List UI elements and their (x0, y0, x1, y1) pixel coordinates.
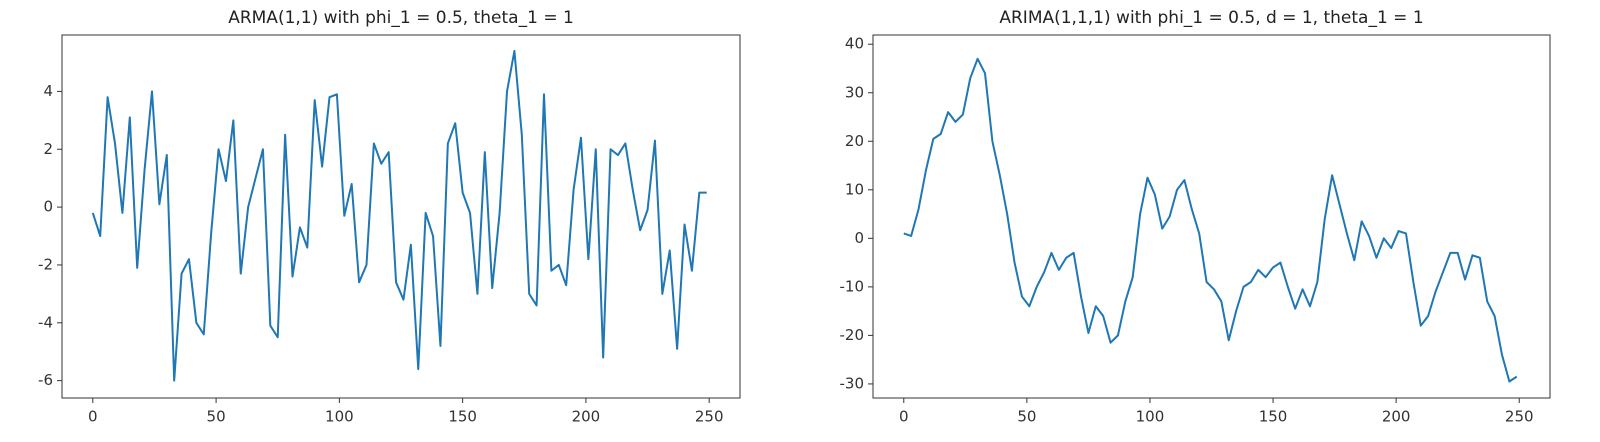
chart-title: ARMA(1,1) with phi_1 = 0.5, theta_1 = 1 (228, 8, 574, 28)
series-line (91, 49, 707, 382)
x-tick-label: 50 (207, 408, 226, 426)
y-tick-label: 2 (43, 140, 53, 158)
y-tick-label: -30 (840, 374, 865, 392)
y-tick-label: 20 (845, 132, 864, 150)
y-tick-label: 40 (845, 35, 864, 53)
x-tick-label: 0 (88, 408, 98, 426)
y-tick-label: 0 (43, 198, 53, 216)
y-tick-label: 30 (845, 83, 864, 101)
x-tick-label: 100 (1136, 408, 1165, 426)
x-tick-label: 200 (1382, 408, 1411, 426)
plot-frame (61, 34, 741, 399)
y-tick-label: 0 (854, 229, 864, 247)
x-tick-label: 50 (1017, 408, 1036, 426)
y-tick-label: -20 (840, 326, 865, 344)
y-tick-label: -4 (38, 313, 53, 331)
x-tick-label: 250 (1505, 408, 1534, 426)
x-tick-label: 0 (899, 408, 909, 426)
plot-frame (872, 34, 1551, 399)
series-line (903, 57, 1518, 383)
x-tick-label: 100 (325, 408, 354, 426)
x-tick-label: 250 (695, 408, 724, 426)
x-tick-label: 150 (1259, 408, 1288, 426)
y-tick-label: -6 (38, 371, 53, 389)
y-tick-label: 10 (845, 180, 864, 198)
chart-title: ARIMA(1,1,1) with phi_1 = 0.5, d = 1, th… (999, 8, 1423, 28)
y-tick-label: 4 (43, 82, 53, 100)
y-tick-label: -2 (38, 255, 53, 273)
x-tick-label: 150 (448, 408, 477, 426)
y-tick-label: -10 (840, 277, 865, 295)
x-tick-label: 200 (572, 408, 601, 426)
